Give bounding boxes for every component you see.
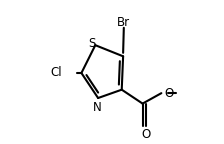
- Text: Cl: Cl: [51, 67, 62, 79]
- Text: Br: Br: [117, 16, 130, 29]
- Text: O: O: [141, 128, 151, 141]
- Text: O: O: [164, 87, 173, 100]
- Text: S: S: [88, 37, 95, 50]
- Text: N: N: [93, 101, 102, 114]
